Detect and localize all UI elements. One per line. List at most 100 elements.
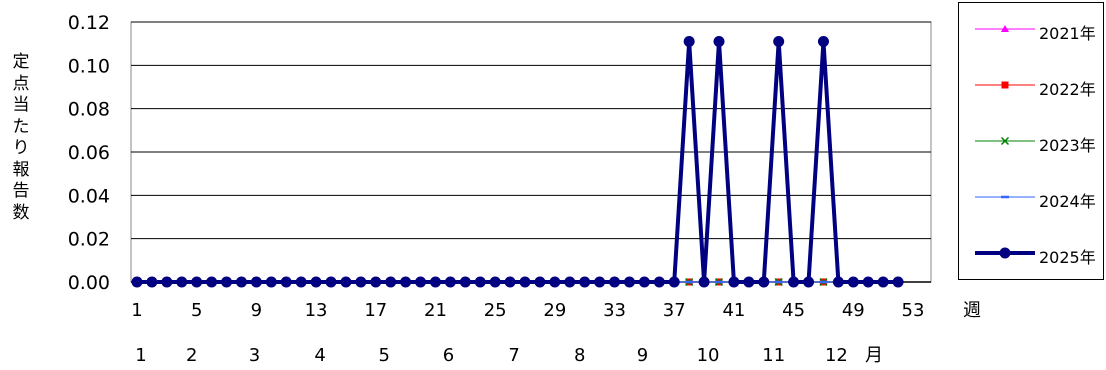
data-point bbox=[653, 276, 665, 288]
x-tick-label: 9 bbox=[251, 300, 262, 321]
legend-label: 2021年 bbox=[1039, 24, 1096, 43]
y-axis-label: 定点当たり報告数 bbox=[10, 52, 32, 224]
month-label: 8 bbox=[574, 345, 585, 366]
month-label: 2 bbox=[186, 345, 197, 366]
data-point bbox=[519, 276, 531, 288]
legend-item: 2024年 bbox=[959, 185, 1105, 211]
data-point bbox=[743, 276, 755, 288]
data-point bbox=[832, 276, 844, 288]
x-tick-label: 13 bbox=[305, 300, 328, 321]
month-label: 7 bbox=[508, 345, 519, 366]
x-tick-label: 17 bbox=[364, 300, 387, 321]
legend-label: 2022年 bbox=[1039, 80, 1096, 99]
data-point bbox=[474, 276, 486, 288]
month-label: 9 bbox=[637, 345, 648, 366]
y-axis-label-char: 数 bbox=[12, 202, 30, 223]
data-point bbox=[355, 276, 367, 288]
legend-swatch bbox=[975, 195, 1035, 199]
legend-label: 2023年 bbox=[1039, 136, 1096, 155]
legend-item: 2023年 bbox=[959, 129, 1105, 155]
data-point bbox=[534, 276, 546, 288]
data-point bbox=[176, 276, 188, 288]
data-point bbox=[892, 276, 904, 288]
data-point bbox=[235, 276, 247, 288]
data-point bbox=[340, 276, 352, 288]
data-point bbox=[459, 276, 471, 288]
data-point bbox=[429, 276, 441, 288]
y-tick-label: 0.00 bbox=[68, 272, 110, 294]
x-tick-label: 5 bbox=[191, 300, 202, 321]
legend-swatch bbox=[975, 25, 1035, 32]
data-point bbox=[444, 276, 456, 288]
data-point bbox=[489, 276, 501, 288]
data-point bbox=[265, 276, 277, 288]
month-label: 5 bbox=[379, 345, 390, 366]
legend-label: 2025年 bbox=[1039, 248, 1096, 267]
x-tick-label: 41 bbox=[722, 300, 745, 321]
data-point bbox=[788, 276, 800, 288]
x-tick-label: 53 bbox=[902, 300, 925, 321]
month-label: 10 bbox=[697, 345, 720, 366]
data-point bbox=[504, 276, 516, 288]
legend-swatch bbox=[975, 247, 1035, 259]
month-label: 12 bbox=[825, 345, 848, 366]
legend: 2021年 2022年 2023年 2024年 2025年 bbox=[958, 2, 1104, 280]
y-tick-label: 0.08 bbox=[68, 99, 110, 121]
month-label: 3 bbox=[249, 345, 260, 366]
data-point bbox=[370, 276, 382, 288]
legend-label: 2024年 bbox=[1039, 192, 1096, 211]
x-tick-label: 1 bbox=[131, 300, 142, 321]
y-axis-label-char: 当 bbox=[12, 95, 30, 115]
data-point bbox=[668, 276, 680, 288]
data-point bbox=[579, 276, 591, 288]
data-point bbox=[609, 276, 621, 288]
data-point bbox=[325, 276, 337, 288]
y-axis-label-char: た bbox=[12, 116, 30, 137]
y-axis-label-char: 告 bbox=[12, 181, 30, 201]
data-point bbox=[683, 36, 695, 47]
x-tick-label: 45 bbox=[782, 300, 805, 321]
data-point bbox=[206, 276, 218, 288]
legend-marker bbox=[1000, 136, 1010, 146]
data-point bbox=[191, 276, 203, 288]
y-axis-label-char: 点 bbox=[12, 73, 30, 94]
x-axis-week-label: 週 bbox=[963, 300, 981, 321]
y-tick-label: 0.10 bbox=[68, 55, 110, 77]
y-axis-label-char: 定 bbox=[12, 52, 30, 72]
month-label: 11 bbox=[762, 345, 785, 366]
data-point bbox=[564, 276, 576, 288]
data-point bbox=[698, 276, 710, 288]
legend-item: 2021年 bbox=[959, 17, 1105, 43]
legend-swatch bbox=[975, 81, 1035, 89]
y-tick-label: 0.06 bbox=[68, 142, 110, 164]
data-point bbox=[773, 36, 785, 47]
y-tick-label: 0.02 bbox=[68, 229, 110, 251]
data-point bbox=[594, 276, 606, 288]
legend-item: 2022年 bbox=[959, 73, 1105, 99]
series-line bbox=[137, 41, 899, 284]
month-label: 1 bbox=[135, 345, 146, 366]
data-point bbox=[385, 276, 397, 288]
y-axis-label-char: 報 bbox=[12, 159, 30, 180]
y-tick-label: 0.04 bbox=[68, 185, 110, 207]
y-axis-label-char: り bbox=[12, 138, 30, 158]
legend-swatch bbox=[975, 136, 1035, 146]
month-label: 6 bbox=[443, 345, 454, 366]
data-point bbox=[623, 276, 635, 288]
legend-marker bbox=[999, 247, 1011, 259]
data-point bbox=[221, 276, 233, 288]
data-point bbox=[161, 276, 173, 288]
data-point bbox=[250, 276, 262, 288]
month-label: 4 bbox=[314, 345, 325, 366]
x-tick-label: 21 bbox=[424, 300, 447, 321]
x-tick-label: 29 bbox=[543, 300, 566, 321]
data-point bbox=[146, 276, 158, 288]
legend-marker bbox=[1001, 25, 1009, 32]
data-point bbox=[877, 276, 889, 288]
legend-marker bbox=[1001, 81, 1009, 89]
legend-item: 2025年 bbox=[959, 241, 1105, 267]
data-point bbox=[862, 276, 874, 288]
x-axis-month-label: 月 bbox=[865, 345, 883, 366]
